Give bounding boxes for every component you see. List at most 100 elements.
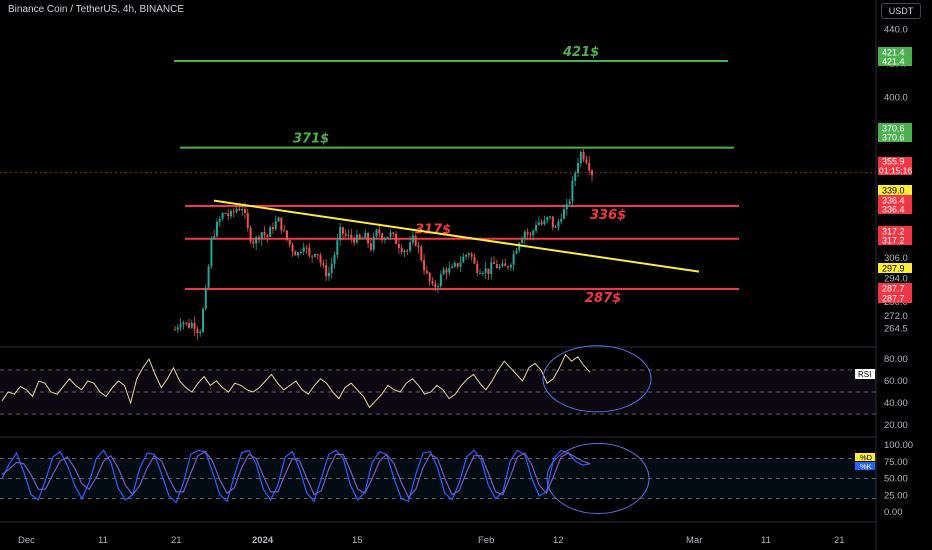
candle (277, 217, 280, 222)
stoch-d-tag: %D (860, 453, 873, 462)
candle (224, 213, 227, 215)
last-price-box (878, 157, 912, 175)
candle (241, 209, 244, 211)
candle (425, 270, 428, 273)
time-tick: 21 (171, 535, 182, 546)
last-price-label: 355.9 (882, 157, 905, 167)
candle (201, 308, 204, 332)
price-label-box (878, 47, 912, 57)
candle (271, 227, 274, 230)
candle (213, 236, 216, 239)
candle (344, 233, 347, 236)
price-label: 317.2 (882, 227, 905, 237)
candle (246, 213, 249, 228)
candle (283, 230, 286, 232)
candle (462, 256, 465, 263)
candle (523, 231, 526, 239)
candle (255, 237, 258, 244)
price-tick: 400.0 (884, 92, 908, 103)
candle (381, 233, 384, 241)
time-tick: Dec (18, 535, 35, 546)
candle (582, 152, 585, 160)
candle (319, 255, 322, 264)
time-tick: 21 (834, 535, 845, 546)
candle (549, 216, 552, 218)
candle (339, 227, 342, 241)
candle (521, 238, 524, 244)
time-tick: 11 (98, 535, 108, 546)
candle (179, 324, 182, 328)
candle (389, 232, 392, 237)
rsi-tick: 40.00 (884, 398, 908, 409)
stoch-k-tag: %K (860, 462, 872, 471)
candle (232, 211, 235, 213)
candle (383, 239, 386, 241)
candle (291, 244, 294, 252)
candle (509, 264, 512, 268)
price-label: 370.6 (882, 124, 905, 134)
price-label-box (878, 204, 912, 214)
candle (434, 283, 437, 288)
candle (495, 263, 498, 269)
rsi-line (1, 353, 591, 409)
time-tick: 2024 (252, 535, 274, 546)
candle (498, 266, 501, 269)
candle (313, 253, 316, 257)
price-label-box (878, 226, 912, 236)
stoch-tick: 50.00 (884, 474, 908, 485)
candle (182, 322, 185, 325)
candle (187, 323, 190, 328)
candle (336, 240, 339, 255)
candle (305, 247, 308, 249)
candle (501, 263, 504, 267)
candle (546, 217, 549, 221)
candle (322, 263, 325, 266)
time-tick: 12 (553, 535, 564, 546)
candle (428, 272, 431, 282)
candle (243, 209, 246, 214)
candle (269, 227, 272, 237)
price-label-box (878, 263, 912, 273)
price-label: 336.4 (882, 196, 905, 206)
candle (227, 213, 230, 217)
price-tick: 264.5 (884, 324, 908, 335)
highlight-ellipse (546, 443, 650, 514)
price-label: 297.9 (882, 264, 905, 274)
candle (347, 234, 350, 236)
candle (577, 163, 580, 174)
candle (257, 237, 260, 240)
candle (400, 248, 403, 253)
candle (218, 219, 221, 222)
candle (411, 235, 414, 243)
candle (442, 269, 445, 275)
price-label-box (878, 293, 912, 303)
candle (392, 232, 395, 234)
candle (353, 237, 356, 243)
price-label: 421.4 (882, 57, 905, 67)
time-tick: 15 (352, 535, 363, 546)
price-label-box (878, 283, 912, 293)
price-label: 336.4 (882, 205, 905, 215)
candle (574, 173, 577, 181)
candle (487, 268, 490, 275)
candle (481, 272, 484, 274)
price-label-box (878, 56, 912, 66)
candle (551, 216, 554, 228)
candle (327, 272, 330, 277)
candle (431, 281, 434, 284)
price-label: 317.2 (882, 236, 905, 246)
price-label-box (878, 123, 912, 133)
candle (565, 204, 568, 210)
candle (299, 251, 302, 253)
candle (263, 232, 266, 236)
candle (316, 253, 319, 256)
stoch-tick: 25.00 (884, 490, 908, 501)
candle (591, 170, 593, 176)
price-label-box (878, 132, 912, 142)
candle (518, 243, 521, 251)
currency-button[interactable]: USDT (881, 3, 921, 19)
candle (266, 235, 269, 237)
candle (350, 234, 353, 238)
time-tick: Feb (478, 535, 494, 546)
